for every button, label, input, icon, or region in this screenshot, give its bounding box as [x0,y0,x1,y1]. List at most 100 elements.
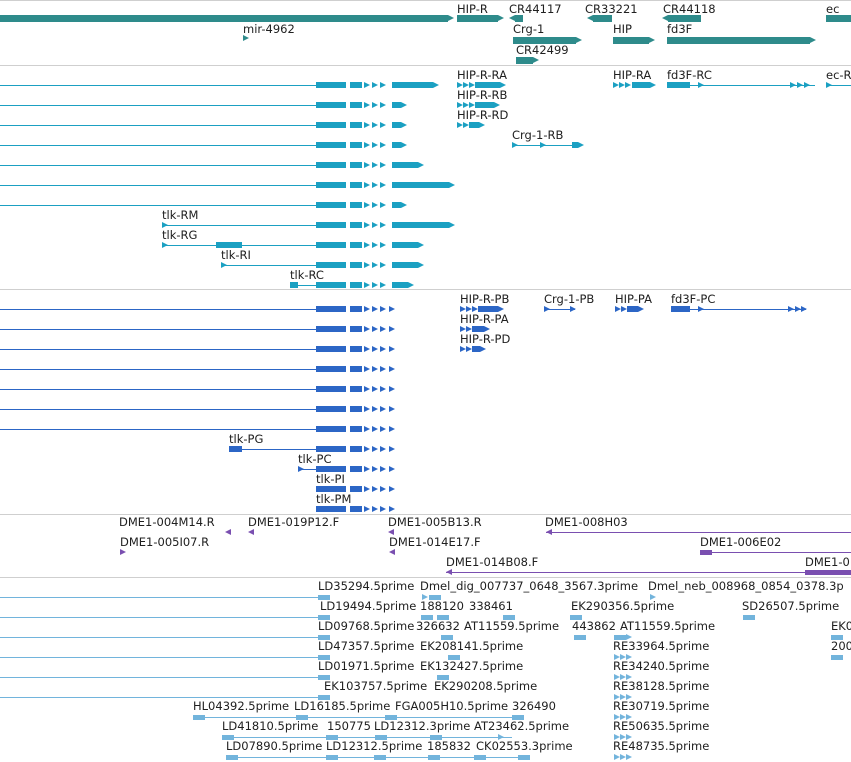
exon-block[interactable] [350,262,362,268]
exon-arrow[interactable] [221,262,227,268]
exon-arrow[interactable] [372,142,378,148]
est-label[interactable]: EK290208.5prime [434,679,538,693]
est-label[interactable]: LD12312.5prime [326,739,423,753]
exon-arrow[interactable] [372,426,378,432]
est-block[interactable] [441,635,453,640]
exon-arrow[interactable] [472,306,478,312]
est-label[interactable]: 150775 [327,719,371,733]
exon-arrow[interactable] [372,506,378,512]
exon-block[interactable] [316,406,346,412]
exon-arrow[interactable] [625,82,631,88]
est-block[interactable] [385,715,397,720]
exon-arrow[interactable] [463,82,469,88]
cds-label[interactable]: fd3F-PC [671,292,716,306]
clone-end-label[interactable]: DME1-014E17.F [389,535,481,549]
est-label[interactable]: EK290356.5prime [571,599,675,613]
exon-block[interactable] [350,82,362,88]
clone-end-label[interactable]: DME1-004M14.R [119,515,215,529]
est-block[interactable] [743,615,755,620]
exon-arrow[interactable] [500,82,506,88]
est-label[interactable]: 326632 [416,619,460,633]
exon-block[interactable] [316,182,346,188]
exon-arrow[interactable] [509,15,515,21]
clone-end-label[interactable]: DME1-0 [805,555,850,569]
exon-block[interactable] [350,326,362,332]
transcript-label[interactable]: HIP-R-RD [457,108,509,122]
exon-arrow[interactable] [380,282,386,288]
exon-arrow[interactable] [364,222,370,228]
est-label[interactable]: RE50635.5prime [613,719,710,733]
transcript-label[interactable]: tlk-RM [162,208,199,222]
est-label[interactable]: RE34240.5prime [613,659,710,673]
est-block[interactable] [437,615,449,620]
exon-arrow[interactable] [621,306,627,312]
gene-label[interactable]: HIP-R [457,2,488,16]
est-label[interactable]: LD07890.5prime [226,739,323,753]
exon-block[interactable] [392,82,433,88]
exon-block[interactable] [316,466,346,472]
exon-arrow[interactable] [620,714,626,720]
exon-block[interactable] [475,102,494,108]
exon-arrow[interactable] [449,222,455,228]
gene-bar[interactable] [515,15,523,22]
exon-arrow[interactable] [401,142,407,148]
exon-arrow[interactable] [546,529,552,535]
exon-arrow[interactable] [810,37,816,43]
exon-arrow[interactable] [498,734,504,740]
exon-arrow[interactable] [626,734,632,740]
est-label[interactable]: EK103757.5prime [324,679,428,693]
exon-arrow[interactable] [364,446,370,452]
exon-block[interactable] [667,82,690,88]
clone-end-label[interactable]: DME1-008H03 [545,515,628,529]
clone-end-block[interactable] [700,550,712,555]
exon-arrow[interactable] [389,406,395,412]
exon-arrow[interactable] [372,346,378,352]
exon-arrow[interactable] [620,654,626,660]
est-block[interactable] [318,635,330,640]
exon-arrow[interactable] [372,122,378,128]
gene-bar[interactable] [593,15,612,22]
exon-arrow[interactable] [380,466,386,472]
exon-arrow[interactable] [380,242,386,248]
exon-block[interactable] [472,346,480,352]
exon-arrow[interactable] [480,346,486,352]
cds-label[interactable]: HIP-PA [615,292,652,306]
exon-block[interactable] [627,306,638,312]
exon-arrow[interactable] [380,162,386,168]
exon-arrow[interactable] [372,202,378,208]
gene-label[interactable]: HIP [613,22,632,36]
est-block[interactable] [831,635,843,640]
exon-block[interactable] [350,486,362,492]
exon-arrow[interactable] [389,326,395,332]
exon-arrow[interactable] [364,102,370,108]
est-block[interactable] [574,635,586,640]
exon-arrow[interactable] [372,102,378,108]
exon-block[interactable] [316,202,346,208]
exon-arrow[interactable] [484,326,490,332]
exon-arrow[interactable] [388,529,394,535]
exon-arrow[interactable] [401,202,407,208]
exon-arrow[interactable] [826,82,832,88]
exon-block[interactable] [392,262,418,268]
exon-block[interactable] [229,446,242,452]
exon-arrow[interactable] [389,426,395,432]
exon-arrow[interactable] [364,346,370,352]
cds-label[interactable]: HIP-R-PA [460,312,509,326]
cds-label[interactable]: HIP-R-PB [460,292,510,306]
exon-arrow[interactable] [615,306,621,312]
est-block[interactable] [428,755,440,760]
exon-block[interactable] [572,142,578,148]
est-label[interactable]: RE38128.5prime [613,679,710,693]
est-label[interactable]: AT11559.5prime [464,619,560,633]
gene-label[interactable]: CR44117 [509,2,562,16]
exon-arrow[interactable] [364,386,370,392]
exon-arrow[interactable] [795,306,801,312]
exon-arrow[interactable] [626,754,632,760]
exon-arrow[interactable] [614,654,620,660]
exon-block[interactable] [392,222,449,228]
exon-arrow[interactable] [494,102,500,108]
est-label[interactable]: LD35294.5prime [318,579,415,593]
exon-arrow[interactable] [372,406,378,412]
est-block[interactable] [430,735,442,740]
exon-arrow[interactable] [380,306,386,312]
